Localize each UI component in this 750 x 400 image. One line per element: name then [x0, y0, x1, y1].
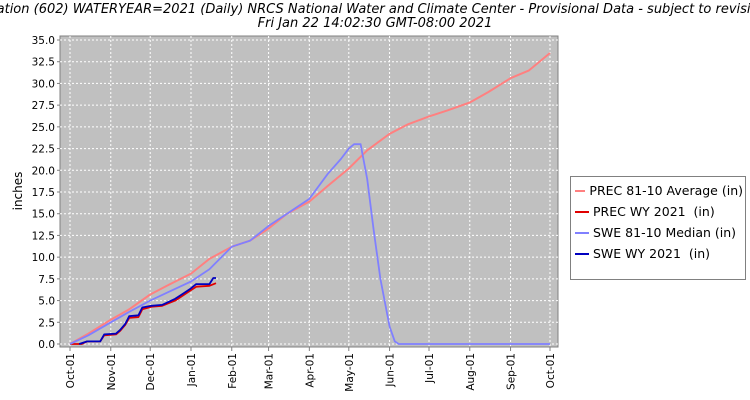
axes: 0.0 2.5 5.0 7.5 10.0 12.5 15.0 17.5 20.0 22.5 25.0… — [32, 35, 557, 392]
x-tick-label: Nov-01 — [106, 353, 118, 390]
legend-label: PREC WY 2021 (in) — [593, 204, 715, 219]
y-tick-label: 25.0 — [32, 122, 55, 134]
x-tick-label: Apr-01 — [304, 353, 316, 388]
x-tick-label: May-01 — [344, 353, 356, 392]
y-tick-label: 30.0 — [32, 78, 55, 90]
legend-item: PREC WY 2021 (in) — [573, 201, 743, 222]
legend: PREC 81-10 Average (in) PREC WY 2021 (in… — [570, 176, 746, 280]
x-tick-label: Jan-01 — [186, 353, 198, 387]
y-tick-label: 7.5 — [38, 274, 55, 286]
y-tick-label: 27.5 — [32, 100, 55, 112]
y-tick-label: 35.0 — [32, 35, 55, 47]
x-tick-label: Oct-01 — [65, 353, 77, 388]
x-tick-label: Dec-01 — [145, 353, 157, 390]
x-tick-label: Jul-01 — [424, 353, 436, 384]
x-tick-label: Aug-01 — [465, 353, 477, 391]
series-layer — [69, 52, 551, 345]
series-line-1 — [69, 52, 551, 345]
y-axis-label: inches — [11, 172, 25, 211]
legend-item: SWE 81-10 Median (in) — [573, 222, 743, 243]
y-tick-label: 12.5 — [32, 230, 55, 242]
series-line-3 — [69, 143, 550, 345]
legend-item: SWE WY 2021 (in) — [573, 243, 743, 264]
x-tick-label: Mar-01 — [264, 353, 276, 389]
y-tick-label: 20.0 — [32, 165, 55, 177]
grid-lines — [60, 36, 558, 347]
y-tick-label: 17.5 — [32, 187, 55, 199]
legend-swatch — [575, 252, 589, 255]
legend-swatch — [575, 210, 589, 213]
chart-subtitle: Fri Jan 22 14:02:30 GMT-08:00 2021 — [258, 16, 493, 31]
legend-label: PREC 81-10 Average (in) — [589, 183, 743, 198]
y-tick-label: 5.0 — [38, 296, 55, 308]
legend-item: PREC 81-10 Average (in) — [573, 180, 743, 201]
legend-label: SWE WY 2021 (in) — [593, 246, 711, 261]
legend-swatch — [575, 231, 589, 234]
y-tick-label: 0.0 — [38, 339, 55, 351]
y-tick-label: 15.0 — [32, 209, 55, 221]
x-tick-label: Sep-01 — [506, 353, 518, 390]
chart-title: Station (602) WATERYEAR=2021 (Daily) NRC… — [0, 2, 750, 17]
x-tick-label: Oct-01 — [545, 353, 557, 388]
y-tick-label: 22.5 — [32, 144, 55, 156]
x-tick-label: Jun-01 — [385, 353, 397, 388]
legend-label: SWE 81-10 Median (in) — [593, 225, 737, 240]
y-tick-label: 2.5 — [38, 317, 55, 329]
x-tick-label: Feb-01 — [227, 353, 239, 389]
y-tick-label: 10.0 — [32, 252, 55, 264]
legend-swatch — [575, 189, 586, 192]
series-line-4 — [78, 277, 216, 345]
y-tick-label: 32.5 — [32, 57, 55, 69]
